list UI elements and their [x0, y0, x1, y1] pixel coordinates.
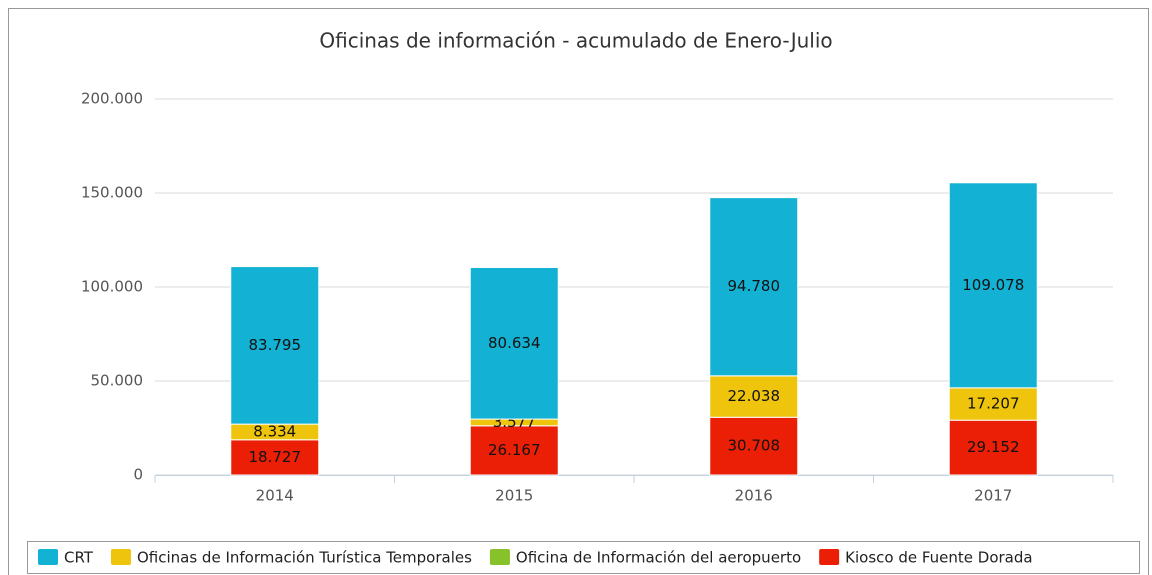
bar-segment	[230, 439, 320, 476]
data-label: 30.708	[728, 437, 781, 455]
legend-box	[27, 541, 1140, 574]
legend-swatch	[38, 549, 58, 565]
data-label: 22.038	[728, 387, 781, 405]
data-label: 80.634	[488, 334, 541, 352]
x-tick-label: 2015	[495, 487, 533, 505]
y-tick-label: 0	[133, 466, 143, 484]
data-label: 83.795	[249, 336, 302, 354]
legend-swatch	[489, 549, 510, 565]
x-tick-label: 2016	[735, 487, 773, 505]
legend-label: Oficinas de Información Turística Tempor…	[137, 549, 472, 567]
data-label: 29.152	[967, 438, 1020, 456]
x-tick-label: 2014	[256, 487, 294, 505]
chart-border	[8, 8, 1149, 575]
bar-segment	[709, 375, 799, 418]
legend-label: Kiosco de Fuente Dorada	[845, 549, 1032, 567]
bar-segment	[709, 416, 799, 476]
y-tick-label: 50.000	[91, 372, 144, 390]
data-label: 18.727	[249, 448, 302, 466]
legend-swatch	[819, 549, 840, 565]
data-label: 94.780	[728, 277, 781, 295]
bar-segment	[469, 266, 559, 420]
x-tick-label: 2017	[974, 487, 1012, 505]
data-label: 109.078	[962, 276, 1024, 294]
legend-label: CRT	[64, 549, 94, 567]
bar-segment	[948, 182, 1038, 389]
bar-segment	[230, 266, 320, 425]
legend-swatch	[110, 549, 131, 565]
data-label: 17.207	[967, 395, 1020, 413]
bar-segment	[948, 419, 1038, 476]
data-label: 26.167	[488, 441, 541, 459]
data-label: 8.334	[253, 422, 296, 440]
bar-segment	[709, 197, 799, 377]
chart-title: Oficinas de información - acumulado de E…	[319, 29, 832, 53]
y-tick-label: 100.000	[81, 278, 143, 296]
y-tick-label: 200.000	[81, 90, 143, 108]
y-tick-label: 150.000	[81, 184, 143, 202]
legend-label: Oficina de Información del aeropuerto	[516, 549, 801, 567]
